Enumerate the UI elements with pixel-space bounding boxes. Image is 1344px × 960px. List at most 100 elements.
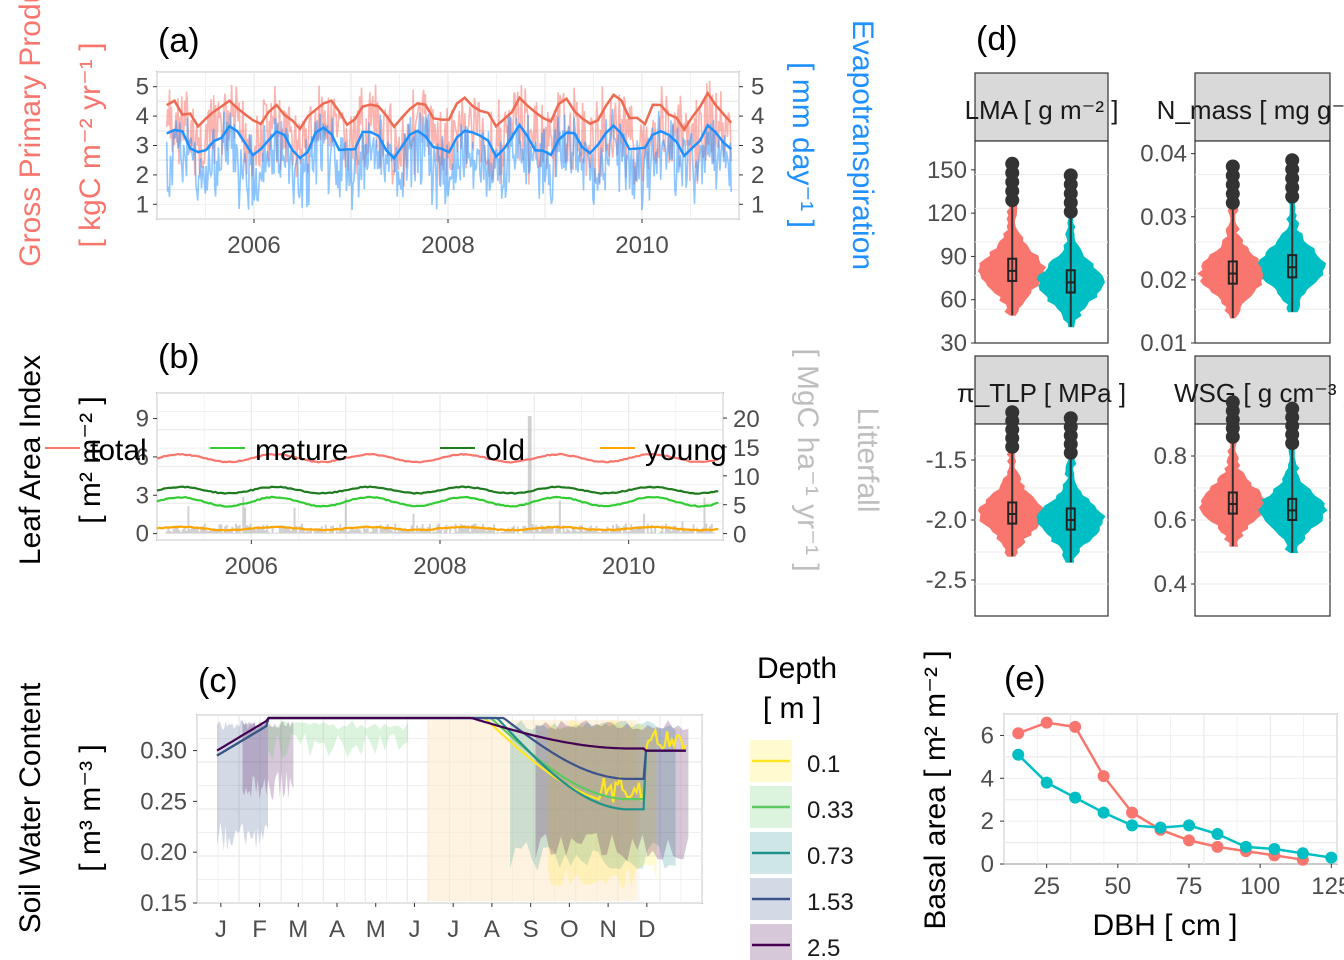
panel-a-xtick: 2008 [421, 232, 474, 259]
lai-legend-label-young: young [645, 434, 727, 467]
boxplot-box [1065, 269, 1076, 294]
et-axis-title: Evapotranspiration [846, 20, 879, 270]
panel-a-ytick-right: 3 [751, 133, 764, 160]
swc-ribbon-2 [268, 720, 409, 760]
depth-legend-units: [ m ] [763, 692, 821, 725]
depth-legend-label-0.33: 0.33 [807, 797, 854, 824]
panel-c-label: (c) [198, 662, 238, 700]
et-axis-units: [ mm day⁻¹ ] [786, 62, 819, 228]
lai-legend-label-mature: mature [255, 434, 348, 467]
facet-ytick: 0.4 [1154, 571, 1187, 598]
panel-b-ytick-right: 5 [733, 493, 746, 520]
facet-strip-label-3: WSG [ g cm⁻³ ] [1174, 378, 1344, 408]
basal-area-point [1211, 840, 1224, 853]
panel-b-label: (b) [158, 338, 200, 376]
outlier-point [1285, 401, 1300, 416]
facet-ytick: 150 [927, 157, 967, 184]
panel-a-ytick-right: 2 [751, 162, 764, 189]
basal-area-point [1268, 843, 1281, 855]
lai-axis-title: Leaf Area Index [14, 355, 47, 565]
lai-line-young [156, 525, 719, 532]
facet-1: N_mass [ mg g⁻¹ ] 0.01 0.02 0.03 0.04 [1140, 72, 1344, 357]
swc-ribbon-1 [242, 720, 294, 801]
depth-legend-label-0.73: 0.73 [807, 843, 854, 870]
facet-ytick: 0.8 [1154, 443, 1187, 470]
facet-2: π_TLP [ MPa ] -2.5 -2.0 -1.5 [926, 355, 1126, 617]
panel-c-month-tick: N [599, 916, 616, 943]
panel-c-month-tick: M [366, 916, 386, 943]
facet-strip-0 [974, 72, 1109, 142]
basal-area-point [1069, 720, 1082, 733]
depth-legend-fill-2.5 [750, 924, 792, 960]
panel-c: (c) 0.150.200.250.30J F M A M J J A S O N D Soil Wa… [14, 652, 854, 960]
swc-dry-season-band [427, 720, 638, 901]
panel-b-ytick-left: 9 [136, 406, 149, 433]
panel-a-monthly-line-1 [166, 122, 733, 161]
lai-legend-label-old: old [485, 434, 525, 467]
panel-a-ytick-left: 2 [136, 162, 149, 189]
basal-area-point [1154, 821, 1167, 834]
basal-area-point [1239, 840, 1252, 853]
outlier-point [1005, 405, 1020, 420]
panel-d: (d) LMA [ g m⁻² ] 30 60 90 120 150 N_mass [ mg… [926, 20, 1344, 617]
panel-c-ytick: 0.25 [140, 788, 187, 815]
lai-line-total [156, 452, 719, 464]
panel-e-xtick: 125 [1311, 873, 1344, 900]
panel-e-ytick: 0 [981, 851, 994, 878]
panel-e-ytick: 6 [981, 722, 994, 749]
boxplot-box [1287, 254, 1298, 279]
facet-ytick: -2.5 [926, 567, 967, 594]
basal-area-point [1183, 834, 1195, 847]
panel-b-xtick: 2006 [225, 553, 278, 580]
swc-line-depth-4 [216, 716, 686, 752]
panel-c-month-tick: D [638, 916, 655, 943]
facet-strip-label-0: LMA [ g m⁻² ] [965, 95, 1119, 125]
outlier-point [1225, 395, 1240, 410]
basal-area-point [1012, 727, 1025, 740]
panel-b-ytick-right: 20 [733, 406, 760, 433]
panel-e-ytick: 2 [981, 808, 994, 835]
panel-d-label: (d) [976, 20, 1018, 58]
basal-area-point [1040, 716, 1053, 729]
litterfall-axis-title: Litterfall [851, 407, 884, 512]
panel-c-month-tick: J [447, 916, 459, 943]
facet-ytick: 0.03 [1140, 204, 1187, 231]
panel-c-month-tick: J [215, 916, 227, 943]
facet-ytick: 0.6 [1154, 507, 1187, 534]
panel-b-xtick: 2008 [413, 553, 466, 580]
panel-a-ytick-right: 5 [751, 74, 764, 101]
basal-area-point [1069, 791, 1082, 804]
panel-c-month-tick: M [288, 916, 308, 943]
panel-b-xtick: 2010 [602, 553, 655, 580]
panel-e: (e) 0 2 4 6 25 50 75 100 125 DBH [ cm ] Basal ar… [919, 650, 1344, 942]
swc-ribbon-3 [510, 720, 676, 871]
panel-a-ytick-right: 4 [751, 103, 764, 130]
facet-ytick: -2.0 [926, 507, 967, 534]
panel-b-ytick-left: 6 [136, 444, 149, 471]
panel-a-xtick: 2010 [615, 232, 668, 259]
panel-e-xtick: 25 [1033, 873, 1060, 900]
panel-a-label: (a) [158, 22, 200, 60]
panel-a-daily-trace-1 [165, 108, 732, 211]
panel-e-xtick: 50 [1104, 873, 1131, 900]
facet-ytick: 60 [940, 287, 967, 314]
swc-axis-units: [ m³ m⁻³ ] [74, 744, 107, 871]
facet-ytick: 0.01 [1140, 330, 1187, 357]
basal-area-point [1211, 828, 1224, 840]
panel-b-ytick-left: 0 [136, 521, 149, 548]
panel-c-month-tick: O [560, 916, 579, 943]
panel-e-label: (e) [1004, 660, 1046, 698]
outlier-point [1005, 156, 1020, 171]
basal-area-point [1012, 748, 1025, 761]
panel-c-month-tick: J [408, 916, 420, 943]
panel-c-month-tick: F [252, 916, 267, 943]
panel-a-monthly-line-0 [166, 90, 733, 132]
panel-c-month-tick: S [523, 916, 539, 943]
basal-area-point [1126, 819, 1139, 832]
boxplot-box [1007, 257, 1018, 282]
basal-area-axis-title: Basal area [ m² m⁻² ] [919, 650, 952, 929]
basal-area-point [1325, 851, 1338, 864]
panel-c-ytick: 0.30 [140, 738, 187, 765]
